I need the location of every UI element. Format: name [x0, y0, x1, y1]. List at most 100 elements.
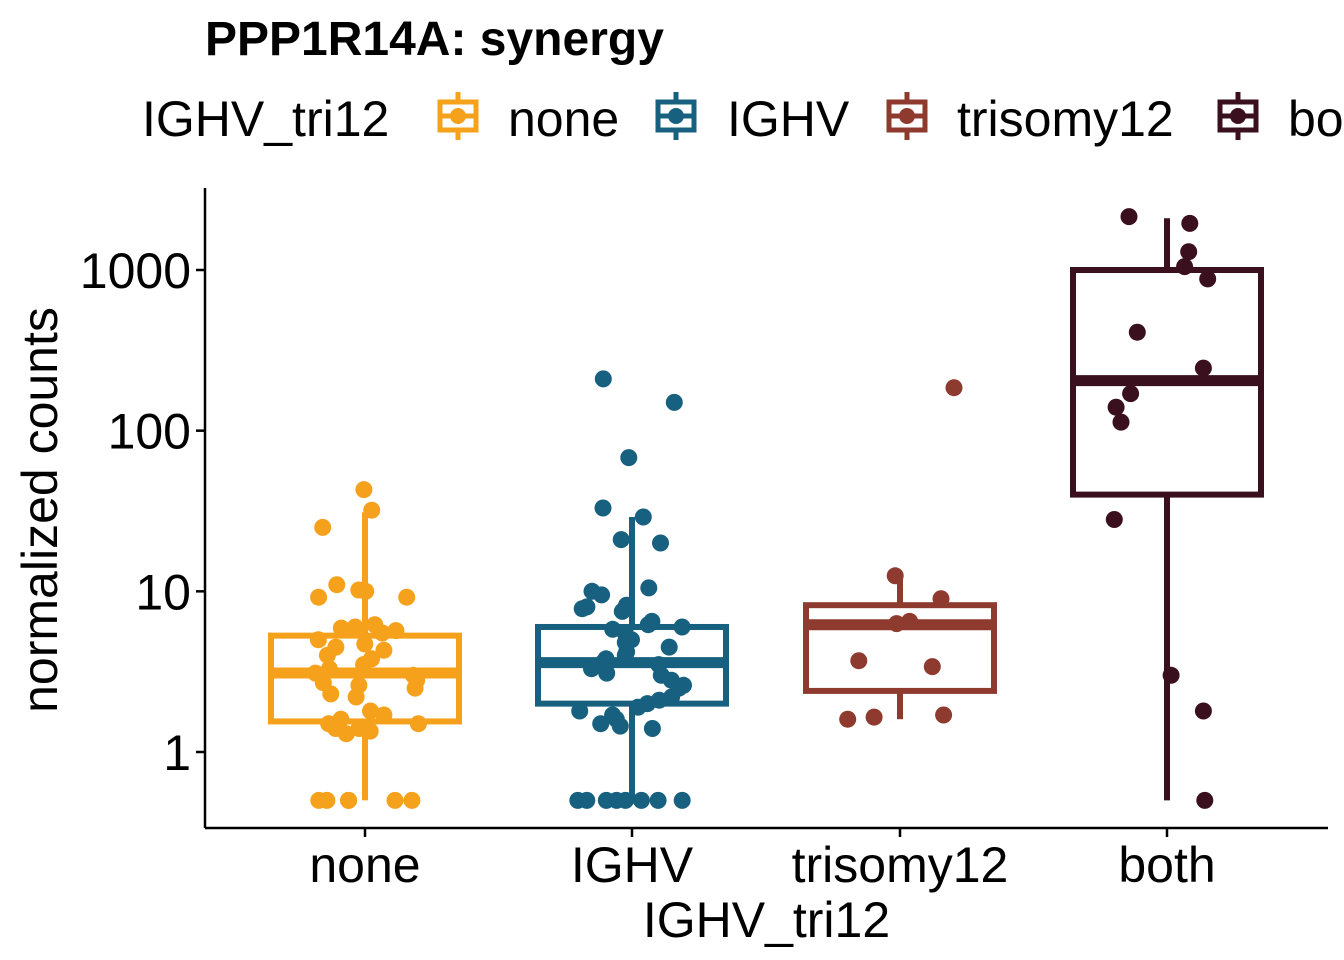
legend-title: IGHV_tri12 — [142, 91, 389, 147]
x-tick-label: IGHV — [571, 837, 694, 893]
data-point — [373, 624, 391, 642]
x-tick-label: both — [1118, 837, 1215, 893]
legend-item: IGHV — [655, 91, 850, 147]
data-point — [850, 652, 868, 670]
data-point — [1128, 323, 1146, 341]
x-axis: none IGHV trisomy12 both — [205, 826, 1328, 893]
data-point — [649, 791, 667, 809]
data-point — [332, 619, 350, 637]
data-points — [307, 208, 1217, 809]
box-both — [1070, 218, 1264, 801]
data-point — [639, 616, 657, 634]
data-point — [660, 638, 678, 656]
data-point — [347, 688, 365, 706]
box-iqr — [803, 602, 997, 694]
legend-label: IGHV — [727, 91, 850, 147]
data-point — [1112, 413, 1130, 431]
data-point — [328, 576, 346, 594]
data-point — [375, 706, 393, 724]
data-point — [310, 791, 328, 809]
chart-title: PPP1R14A: synergy — [205, 13, 664, 66]
data-point — [611, 717, 629, 735]
data-point — [620, 449, 638, 467]
data-point — [398, 588, 416, 606]
data-point — [1120, 208, 1138, 226]
data-point — [386, 791, 404, 809]
data-point — [309, 631, 327, 649]
data-point — [1181, 214, 1199, 232]
data-point — [1199, 270, 1217, 288]
data-point — [409, 715, 427, 733]
data-point — [1176, 258, 1194, 276]
data-point — [592, 715, 610, 733]
legend-label: bo — [1288, 91, 1344, 147]
data-point — [387, 622, 405, 640]
x-tick-label: none — [309, 837, 420, 893]
legend-key — [886, 92, 928, 140]
box-trisomy12 — [803, 578, 997, 720]
data-point — [888, 615, 906, 633]
data-point — [652, 534, 669, 552]
data-point — [901, 612, 919, 630]
data-point — [593, 586, 611, 604]
data-point — [598, 664, 616, 682]
data-point — [632, 791, 650, 809]
legend-items: none IGHV trisomy12 bo — [437, 91, 1344, 147]
x-ticks: none IGHV trisomy12 both — [309, 828, 1216, 893]
data-point — [935, 706, 953, 724]
data-point — [320, 660, 338, 678]
y-tick-label: 1000 — [80, 243, 191, 299]
y-ticks: 1 10 100 1000 — [80, 243, 205, 781]
data-point — [629, 698, 647, 716]
data-point — [403, 791, 421, 809]
x-tick-label: trisomy12 — [792, 837, 1009, 893]
data-point — [314, 518, 332, 536]
data-point — [361, 722, 379, 740]
y-tick-label: 100 — [108, 404, 191, 460]
data-point — [945, 379, 963, 397]
data-point — [578, 791, 596, 809]
data-point — [1105, 511, 1123, 528]
legend-key — [655, 92, 697, 140]
y-tick-label: 1 — [163, 725, 191, 781]
data-point — [865, 708, 883, 726]
data-point — [594, 499, 612, 517]
data-point — [932, 590, 950, 608]
data-point — [617, 791, 634, 809]
data-point — [1194, 702, 1212, 720]
data-point — [612, 531, 630, 549]
data-point — [375, 641, 393, 659]
data-point — [613, 602, 631, 620]
data-point — [337, 725, 355, 743]
data-point — [583, 660, 600, 678]
data-point — [355, 481, 373, 499]
data-point — [634, 508, 652, 526]
data-point — [355, 656, 373, 674]
data-point — [665, 393, 683, 411]
data-point — [616, 646, 634, 664]
y-axis-label: normalized counts — [12, 307, 68, 713]
data-point — [1180, 243, 1198, 261]
legend-item: none — [437, 91, 619, 147]
data-point — [571, 702, 589, 720]
legend-item: bo — [1217, 91, 1344, 147]
legend-key — [437, 92, 479, 140]
data-point — [573, 600, 591, 618]
y-tick-label: 10 — [135, 564, 191, 620]
data-point — [673, 618, 691, 636]
data-point — [1107, 398, 1125, 416]
data-point — [322, 685, 340, 703]
legend-key — [1217, 92, 1259, 140]
data-point — [640, 579, 658, 597]
data-point — [363, 501, 381, 519]
y-axis: 1 10 100 1000 — [80, 188, 207, 828]
data-point — [643, 720, 661, 737]
data-point — [839, 710, 857, 728]
data-point — [1162, 666, 1180, 684]
data-point — [1122, 385, 1140, 403]
data-point — [318, 646, 336, 664]
plot-area — [268, 208, 1264, 809]
data-point — [310, 588, 328, 606]
legend: IGHV_tri12 none IGHV trisomy12 bo — [142, 91, 1344, 147]
